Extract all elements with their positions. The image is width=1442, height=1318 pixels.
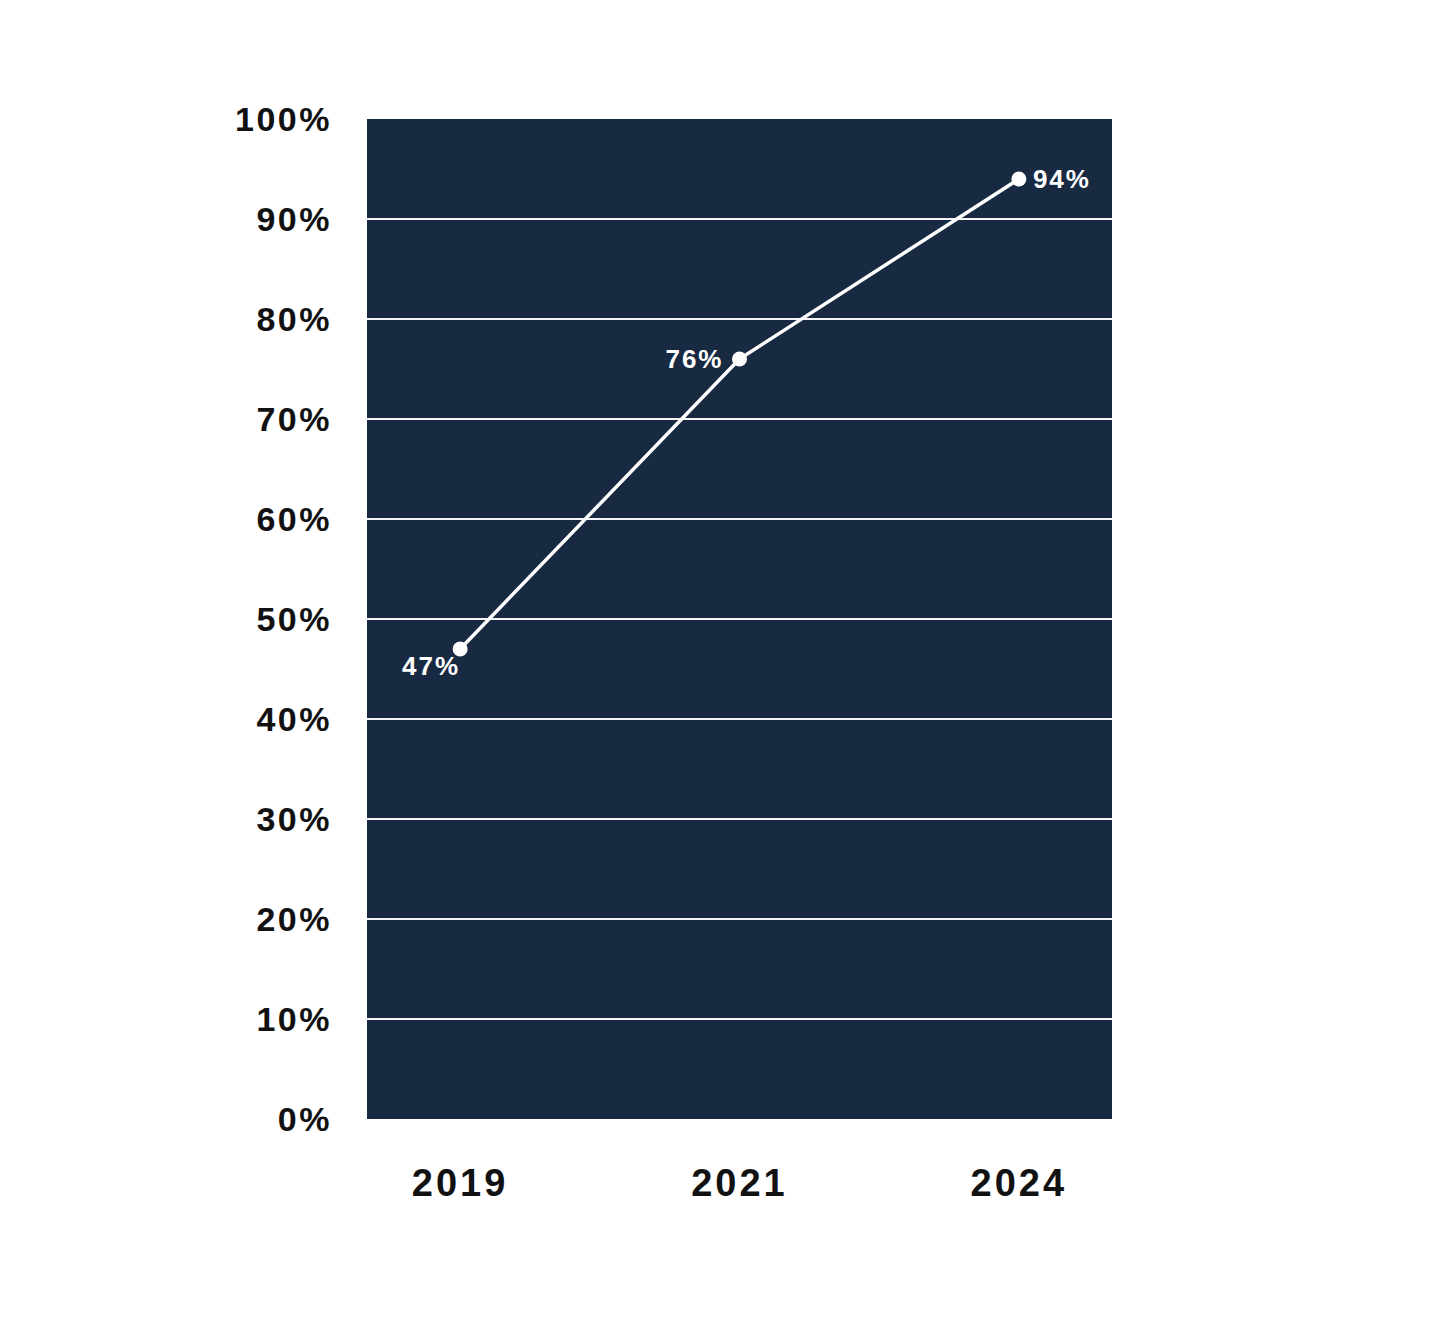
chart-canvas: 0% 10% 20% 30% 40% 50% 60% 70% 80% 90% 100% 47% 76%… — [0, 0, 1442, 1318]
y-axis-tick-label: 10% — [0, 1002, 332, 1036]
data-point — [732, 352, 747, 367]
y-axis-tick-label: 0% — [0, 1102, 332, 1136]
y-axis-tick-label: 80% — [0, 302, 332, 336]
x-axis-tick-label: 2021 — [590, 1164, 890, 1202]
y-axis-tick-label: 40% — [0, 702, 332, 736]
data-point-label: 94% — [1033, 164, 1091, 194]
y-axis-tick-label: 60% — [0, 502, 332, 536]
y-axis-tick-label: 30% — [0, 802, 332, 836]
y-axis-tick-label: 50% — [0, 602, 332, 636]
y-axis-tick-label: 90% — [0, 202, 332, 236]
data-point-label: 47% — [402, 651, 460, 681]
y-axis-tick-label: 100% — [0, 102, 332, 136]
data-line — [460, 179, 1019, 649]
plot-area: 47% 76% 94% — [367, 119, 1112, 1119]
x-axis-tick-label: 2024 — [869, 1164, 1169, 1202]
y-axis-tick-label: 20% — [0, 902, 332, 936]
line-chart: 47% 76% 94% — [367, 119, 1112, 1119]
x-axis-tick-label: 2019 — [310, 1164, 610, 1202]
data-point — [1011, 172, 1026, 187]
data-point-label: 76% — [665, 344, 723, 374]
y-axis-tick-label: 70% — [0, 402, 332, 436]
